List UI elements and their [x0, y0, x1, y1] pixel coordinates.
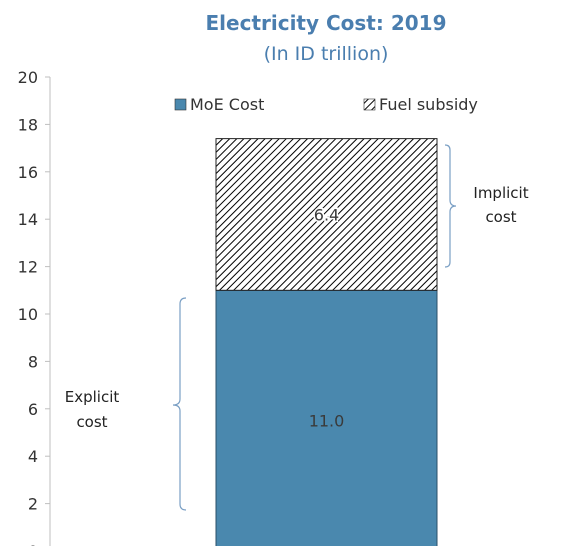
legend: MoE Cost Fuel subsidy — [174, 95, 478, 114]
y-tick-label: 18 — [18, 115, 38, 134]
y-tick-label: 12 — [18, 258, 38, 277]
y-tick-label: 2 — [28, 495, 38, 514]
bar-segment-fuel-subsidy — [215, 138, 438, 291]
data-label-moe-cost: 11.0 — [309, 412, 345, 431]
y-tick-label: 0 — [28, 542, 38, 546]
explicit-cost-label-line2: cost — [76, 413, 107, 431]
bar-stack: 11.0 6.4 — [215, 138, 438, 546]
y-tick-label: 8 — [28, 352, 38, 371]
y-tick-label: 16 — [18, 163, 38, 182]
y-tick-label: 10 — [18, 305, 38, 324]
y-tick-label: 4 — [28, 447, 38, 466]
explicit-cost-label-line1: Explicit — [65, 388, 120, 406]
y-tick-label: 6 — [28, 400, 38, 419]
implicit-cost-brace — [444, 144, 457, 268]
legend-label-moe-cost: MoE Cost — [190, 95, 264, 114]
legend-swatch-moe-cost — [174, 98, 187, 111]
implicit-cost-label-line1: Implicit — [473, 184, 528, 202]
implicit-cost-label-line2: cost — [485, 208, 516, 226]
data-label-fuel-subsidy: 6.4 — [314, 205, 339, 224]
y-tick-label: 20 — [18, 68, 38, 87]
explicit-cost-brace — [172, 297, 187, 511]
legend-swatch-fuel-subsidy — [363, 98, 376, 111]
legend-label-fuel-subsidy: Fuel subsidy — [379, 95, 478, 114]
chart-subtitle: (In ID trillion) — [264, 43, 389, 65]
y-axis: 0 2 4 6 8 10 12 14 16 18 20 — [18, 68, 50, 546]
chart-title: Electricity Cost: 2019 — [206, 11, 447, 35]
y-tick-label: 14 — [18, 210, 38, 229]
bar-segment-moe-cost — [215, 289, 438, 546]
